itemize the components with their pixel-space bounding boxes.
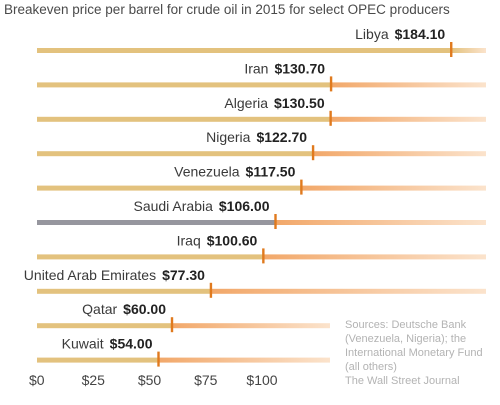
x-tick-label: $100 (246, 372, 277, 388)
value-label: $184.10 (395, 26, 446, 42)
bar-segment (37, 220, 276, 225)
value-marker (157, 351, 160, 367)
value-marker (300, 179, 303, 195)
chart-title: Breakeven price per barrel for crude oil… (4, 2, 450, 17)
bar-segment (37, 357, 159, 363)
value-label: $100.60 (207, 232, 258, 248)
bar-tail (330, 116, 486, 122)
value-marker (329, 76, 333, 92)
value-marker (262, 248, 265, 264)
country-label: Iraq (177, 232, 201, 248)
bar-tail (301, 185, 486, 191)
value-marker (170, 317, 174, 333)
country-label: Qatar (82, 301, 117, 317)
bar-tail (158, 357, 330, 363)
value-marker (209, 282, 213, 298)
source-line: (Venezuela, Nigeria); the (345, 333, 467, 345)
country-label: Venezuela (174, 164, 240, 180)
value-marker (311, 145, 315, 161)
source-line: Sources: Deutsche Bank (345, 319, 467, 331)
source-line: International Monetary Fund (345, 347, 483, 359)
value-label: $77.30 (162, 267, 205, 283)
bar-segment (37, 323, 172, 329)
value-label: $54.00 (110, 336, 153, 352)
country-label: Algeria (224, 95, 268, 111)
bar-tail (451, 48, 486, 53)
bar-tail (331, 82, 486, 88)
bar-segment (37, 116, 331, 122)
bar-tail (275, 220, 486, 225)
bar-tail (172, 323, 330, 329)
bar-segment (37, 151, 314, 157)
country-label: Nigeria (206, 129, 251, 145)
country-label: United Arab Emirates (24, 267, 156, 283)
bar-tail (210, 288, 487, 294)
source-line: (all others) (345, 361, 397, 373)
bar-segment (37, 254, 264, 260)
x-tick-label: $75 (194, 372, 218, 388)
value-label: $106.00 (219, 198, 270, 214)
source-note: Sources: Deutsche Bank (Venezuela, Niger… (345, 318, 495, 388)
value-marker (274, 214, 277, 229)
bar-segment (37, 82, 332, 88)
x-tick-label: $25 (82, 372, 106, 388)
value-label: $117.50 (246, 164, 296, 180)
value-marker (329, 110, 332, 126)
value-marker (450, 42, 453, 57)
value-label: $122.70 (256, 129, 307, 145)
bar-segment (37, 48, 452, 53)
x-tick-label: $50 (138, 372, 162, 388)
country-label: Libya (355, 26, 389, 42)
country-label: Saudi Arabia (133, 198, 213, 214)
source-line: The Wall Street Journal (345, 375, 460, 387)
country-label: Kuwait (62, 336, 104, 352)
bar-tail (263, 254, 486, 260)
country-label: Iran (244, 60, 268, 76)
value-label: $130.70 (274, 60, 325, 76)
bar-tail (313, 151, 486, 157)
value-label: $130.50 (274, 95, 325, 111)
x-tick-label: $0 (29, 372, 45, 388)
bar-segment (37, 288, 211, 294)
bar-segment (37, 185, 302, 191)
value-label: $60.00 (123, 301, 166, 317)
